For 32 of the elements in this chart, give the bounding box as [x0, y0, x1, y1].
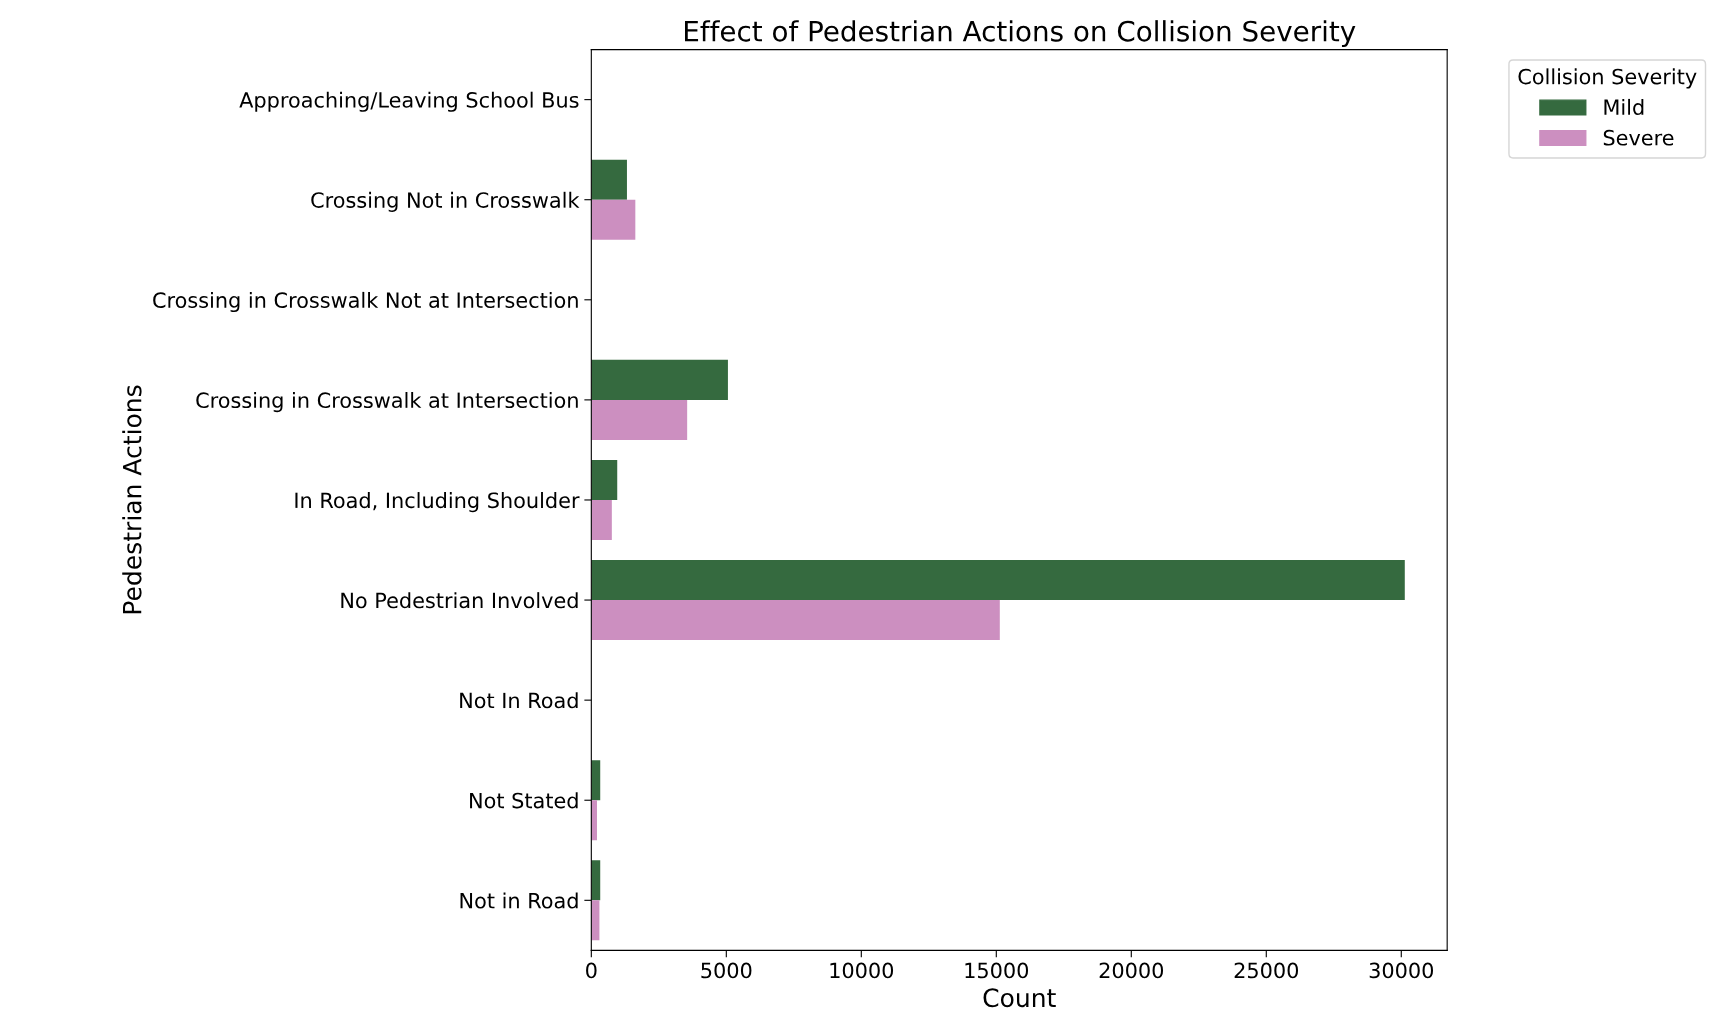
x-tick-label: 10000: [830, 962, 894, 979]
x-tick-label: 20000: [1099, 962, 1164, 979]
bar: [591, 359, 728, 400]
y-tick-label: In Road, Including Shoulder: [295, 492, 580, 513]
chart-title: Effect of Pedestrian Actions on Collision Severity: [685, 20, 1356, 48]
x-tick-label: 5000: [701, 962, 752, 979]
bar: [591, 600, 1000, 641]
y-tick-label: Not In Road: [460, 692, 578, 709]
bar: [591, 499, 612, 541]
y-tick-label: Crossing in Crosswalk Not at Intersection: [153, 291, 578, 313]
y-axis-title: Pedestrian Actions: [122, 385, 142, 614]
y-tick-label: No Pedestrian Involved: [341, 592, 578, 609]
x-tick-label: 30000: [1369, 962, 1434, 979]
bar: [591, 199, 636, 240]
x-tick-label: 0: [586, 962, 597, 979]
y-tick-label: Crossing Not in Crosswalk: [311, 191, 580, 212]
y-tick-label: Not in Road: [460, 892, 578, 909]
bar: [591, 159, 627, 200]
y-tick-label: Not Stated: [470, 792, 578, 809]
bar: [591, 860, 601, 901]
bar: [591, 760, 601, 801]
y-tick-label: Approaching/Leaving School Bus: [239, 91, 579, 112]
legend-label: Mild: [1604, 98, 1644, 116]
bar: [591, 560, 1405, 601]
bar: [591, 459, 618, 500]
y-tick-label: Crossing in Crosswalk at Intersection: [196, 391, 578, 413]
legend-label: Severe: [1603, 129, 1674, 146]
bar: [591, 399, 688, 440]
x-axis-title: Count: [983, 988, 1056, 1008]
legend-title: Collision Severity: [1518, 68, 1697, 89]
x-tick-label: 15000: [965, 962, 1029, 979]
x-tick-label: 25000: [1234, 962, 1299, 979]
